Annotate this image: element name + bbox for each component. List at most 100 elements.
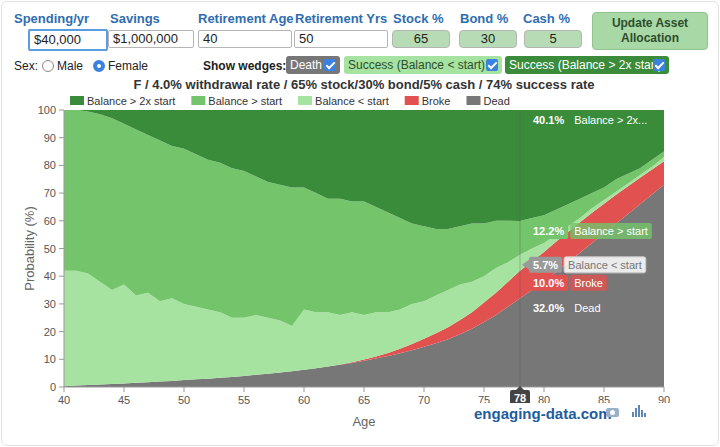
check-glyph (488, 60, 498, 70)
hover-value: 40.1% (533, 114, 564, 126)
wedge-label: Success (Balance < start) (348, 58, 485, 72)
x-tick (664, 387, 665, 392)
legend-swatch (298, 96, 312, 105)
x-tick-label: 50 (178, 394, 190, 406)
text-input[interactable]: 40 (198, 30, 292, 48)
y-tick-label: 60 (44, 215, 56, 227)
input-label: Retirement Yrs (295, 11, 387, 26)
y-tick (59, 303, 64, 304)
x-tick (424, 387, 425, 392)
input-label: Bond % (460, 11, 508, 26)
hover-x-label: 78 (514, 392, 526, 404)
input-label: Savings (110, 11, 160, 26)
wedge-checkbox[interactable] (486, 59, 498, 71)
watermark: engaging-data.com (474, 405, 612, 422)
check-glyph (655, 60, 665, 70)
x-tick (604, 387, 605, 392)
hover-name: Balance > start (574, 225, 648, 237)
legend-label: Balance > start (208, 95, 282, 107)
input-label: Retirement Age (198, 11, 294, 26)
text-input[interactable]: $40,000 (28, 29, 108, 51)
text-input[interactable]: 65 (392, 30, 450, 48)
watermark-bg (470, 403, 680, 423)
x-tick-label: 40 (58, 394, 70, 406)
x-tick-label: 45 (118, 394, 130, 406)
x-tick (244, 387, 245, 392)
y-tick-label: 40 (44, 270, 56, 282)
wedge-checkbox[interactable] (653, 59, 665, 71)
y-tick-label: 0 (50, 381, 56, 393)
page: 0102030405060708090100404550556065707580… (0, 0, 720, 447)
text-input[interactable]: 30 (459, 30, 517, 48)
hover-value: 5.7% (533, 259, 558, 271)
input-label: Cash % (523, 11, 570, 26)
hover-tag (522, 300, 605, 316)
wedges-label: Show wedges: (203, 59, 286, 73)
x-tick-label: 65 (358, 394, 370, 406)
y-tick-label: 50 (44, 243, 56, 255)
area-wedge (64, 110, 664, 326)
wedge-toggle[interactable]: Death (286, 56, 340, 74)
input-label: Stock % (393, 11, 444, 26)
hover-name: Balance < start (568, 259, 642, 271)
text-input[interactable]: 5 (524, 30, 582, 48)
wedge-toggle[interactable]: Success (Balance < start) (344, 56, 502, 74)
x-tick (304, 387, 305, 392)
y-tick-label: 90 (44, 132, 56, 144)
update-button[interactable]: Update Asset Allocation (592, 12, 708, 50)
y-tick (59, 331, 64, 332)
y-tick (59, 276, 64, 277)
legend-label: Broke (422, 95, 451, 107)
y-tick-label: 70 (44, 187, 56, 199)
wedge-toggle[interactable]: Success (Balance > 2x start) (505, 56, 669, 74)
legend-swatch (466, 96, 480, 105)
y-tick-label: 100 (38, 104, 56, 116)
y-tick-label: 80 (44, 159, 56, 171)
y-axis-title: Probability (%) (22, 206, 37, 291)
x-tick (64, 387, 65, 392)
wedge-label: Success (Balance > 2x start) (509, 58, 662, 72)
hover-value: 10.0% (533, 277, 564, 289)
hover-tag (522, 223, 652, 239)
sex-radio[interactable] (42, 60, 54, 72)
x-tick (484, 387, 485, 392)
area-wedge (64, 110, 664, 229)
hover-name: Dead (574, 302, 600, 314)
y-tick (59, 165, 64, 166)
x-tick-label: 70 (418, 394, 430, 406)
hover-value: 12.2% (533, 225, 564, 237)
y-tick-label: 20 (44, 326, 56, 338)
chart-title: F / 4.0% withdrawal rate / 65% stock/30%… (134, 77, 595, 92)
text-input[interactable]: $1,000,000 (108, 30, 194, 48)
x-tick (364, 387, 365, 392)
x-tick-label: 60 (298, 394, 310, 406)
hover-name: Balance > 2x... (574, 114, 647, 126)
sex-option: Female (108, 59, 148, 73)
legend-label: Balance < start (315, 95, 389, 107)
y-tick (59, 137, 64, 138)
hover-tag (522, 275, 607, 291)
y-tick-label: 10 (44, 353, 56, 365)
hover-name: Broke (574, 277, 603, 289)
legend-swatch (405, 96, 419, 105)
x-tick-label: 55 (238, 394, 250, 406)
check-glyph (326, 60, 336, 70)
x-tick (544, 387, 545, 392)
y-tick (59, 110, 64, 111)
sex-radio[interactable] (93, 60, 105, 72)
toolbar-icons[interactable] (606, 405, 646, 417)
sex-label: Sex: (14, 59, 38, 73)
wedge-label: Death (290, 58, 322, 72)
y-tick (59, 387, 64, 388)
y-tick (59, 248, 64, 249)
x-tick (124, 387, 125, 392)
sex-option: Male (57, 59, 83, 73)
areas (64, 110, 664, 387)
hover-tag (522, 257, 646, 273)
wedge-checkbox[interactable] (324, 59, 336, 71)
hover-value: 32.0% (533, 302, 564, 314)
text-input[interactable]: 50 (294, 30, 388, 48)
hover-tag (522, 112, 651, 128)
x-axis-title: Age (352, 414, 375, 429)
legend-label: Balance > 2x start (87, 95, 175, 107)
